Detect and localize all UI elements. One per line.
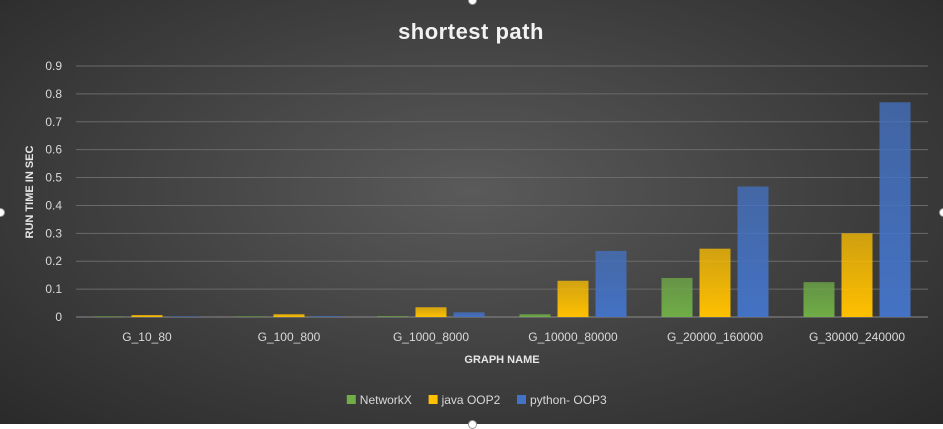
- x-tick-label: G_1000_8000: [393, 330, 469, 344]
- bar-networkx-2: [377, 316, 409, 317]
- y-tick-label: 0.8: [45, 87, 62, 101]
- bar-java-oop2-4: [699, 248, 731, 317]
- y-tick-label: 0.9: [45, 59, 62, 73]
- bar-java-oop2-0: [131, 315, 163, 317]
- grid-layer: [76, 65, 928, 318]
- x-axis-title: GRAPH NAME: [464, 354, 539, 366]
- bar-networkx-4: [661, 277, 693, 317]
- bar-python-oop3-4: [737, 186, 769, 317]
- legend-swatch: [517, 395, 526, 404]
- x-tick-label: G_10000_80000: [528, 330, 618, 344]
- x-tick-label: G_100_800: [258, 330, 321, 344]
- legend-label: python- OOP3: [530, 393, 607, 407]
- y-tick-label: 0.4: [45, 198, 62, 212]
- x-tick-label: G_30000_240000: [809, 330, 905, 344]
- y-tick-label: 0.5: [45, 171, 62, 185]
- bar-java-oop2-3: [557, 280, 589, 317]
- resize-handle-left[interactable]: [0, 208, 5, 217]
- resize-handle-right[interactable]: [939, 208, 943, 217]
- bar-python-oop3-3: [595, 250, 627, 317]
- y-tick-labels: 0 0.1 0.2 0.3 0.4 0.5 0.6 0.7 0.8 0.9: [45, 59, 62, 324]
- bar-networkx-5: [803, 282, 835, 317]
- bar-python-oop3-0: [169, 316, 201, 317]
- bar-networkx-1: [235, 316, 267, 317]
- x-tick-labels: G_10_80 G_100_800 G_1000_8000 G_10000_80000…: [122, 330, 905, 344]
- y-tick-label: 0.6: [45, 143, 62, 157]
- y-tick-label: 0.2: [45, 254, 62, 268]
- legend-swatch: [428, 395, 438, 404]
- y-tick-label: 0: [55, 310, 62, 324]
- bar-python-oop3-5: [879, 102, 911, 317]
- y-axis-title: RUN TIME IN SEC: [24, 146, 36, 239]
- resize-handle-bottom[interactable]: [468, 420, 477, 429]
- legend-label: NetworkX: [360, 393, 412, 407]
- legend-label: java OOP2: [441, 393, 501, 407]
- bar-networkx-3: [519, 314, 551, 317]
- legend: NetworkX java OOP2 python- OOP3: [346, 393, 607, 407]
- resize-handle-top[interactable]: [468, 0, 477, 5]
- y-tick-label: 0.3: [45, 226, 62, 240]
- bar-java-oop2-5: [841, 233, 873, 317]
- legend-item: java OOP2: [428, 393, 501, 407]
- chart-title: shortest path: [398, 19, 544, 44]
- legend-item: NetworkX: [346, 393, 412, 407]
- legend-swatch: [346, 395, 356, 404]
- bar-python-oop3-2: [453, 312, 485, 317]
- bar-java-oop2-1: [273, 314, 305, 317]
- legend-item: python- OOP3: [517, 393, 607, 407]
- x-tick-label: G_20000_160000: [667, 330, 763, 344]
- y-tick-label: 0.1: [45, 282, 62, 296]
- x-tick-label: G_10_80: [122, 330, 172, 344]
- bar-networkx-0: [93, 316, 125, 317]
- bar-python-oop3-1: [311, 316, 343, 317]
- bars-layer: [93, 102, 911, 317]
- bar-java-oop2-2: [415, 307, 447, 317]
- y-tick-label: 0.7: [45, 115, 62, 129]
